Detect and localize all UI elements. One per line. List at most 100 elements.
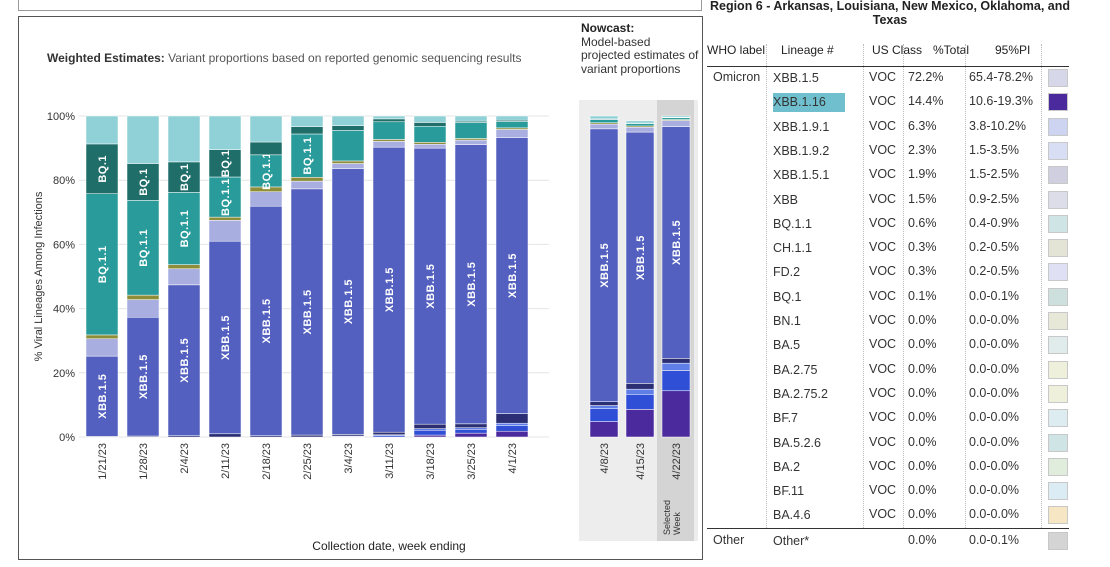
bar-segment-other bbox=[167, 115, 201, 163]
lineage-name[interactable]: XBB.1.5 bbox=[773, 71, 819, 85]
col-header-lineage[interactable]: Lineage # bbox=[781, 43, 834, 57]
bar-segment-xbb-1-5-1 bbox=[126, 299, 160, 318]
bar-segment-ch-1-1 bbox=[331, 160, 365, 164]
lineage-name[interactable]: XBB.1.16 bbox=[773, 93, 845, 113]
lineage-name[interactable]: BN.1 bbox=[773, 314, 801, 328]
lineage-name[interactable]: BF.7 bbox=[773, 411, 799, 426]
bar-segment-xbb-1-9-1 bbox=[625, 394, 655, 410]
bar-segment-bq-1-1 bbox=[126, 200, 160, 296]
bar-segment-xbb bbox=[413, 423, 447, 429]
lineage-name[interactable]: XBB.1.9.1 bbox=[773, 119, 830, 134]
bar-segment-ch-1-1 bbox=[85, 334, 119, 340]
lineage-name[interactable]: BA.4.6 bbox=[773, 508, 811, 523]
lineage-color-swatch bbox=[1048, 239, 1068, 258]
lineage-name[interactable]: XBB bbox=[773, 192, 799, 207]
bar-segment-bq-1 bbox=[372, 118, 406, 123]
table-row[interactable]: BF.11 VOC 0.0% 0.0-0.0% bbox=[703, 479, 1110, 503]
lineage-name[interactable]: BA.2.75 bbox=[773, 362, 818, 377]
bar-data-label: BQ.1.1 bbox=[220, 178, 232, 216]
table-row-other[interactable]: Other Other* 0.0% 0.0-0.1% bbox=[703, 529, 1110, 553]
table-row[interactable]: Omicron XBB.1.5 VOC 72.2% 65.4-78.2% bbox=[703, 66, 1110, 90]
stacked-bar-chart: 0% 20% 40% 60% 80% 100% % Viral Lineages Among… bbox=[33, 100, 698, 541]
col-header-who[interactable]: WHO label bbox=[707, 43, 766, 57]
percent-total: 0.3% bbox=[908, 240, 937, 255]
bar-segment-bq-1-1 bbox=[413, 126, 447, 143]
percent-total: 0.3% bbox=[908, 264, 937, 279]
lineage-name[interactable]: CH.1.1 bbox=[773, 241, 812, 256]
prediction-interval: 0.9-2.5% bbox=[969, 191, 1020, 206]
prediction-interval: 0.4-0.9% bbox=[969, 215, 1020, 230]
bar-segment-xbb bbox=[495, 413, 529, 424]
table-row[interactable]: BA.2 VOC 0.0% 0.0-0.0% bbox=[703, 455, 1110, 479]
lineage-name[interactable]: XBB.1.9.2 bbox=[773, 143, 830, 158]
bar-data-label: XBB.1.5 bbox=[507, 253, 519, 298]
bar-segment-xbb-1-5-1 bbox=[625, 126, 655, 133]
bar-segment-xbb-1-5 bbox=[454, 144, 488, 425]
table-row[interactable]: BA.5 VOC 0.0% 0.0-0.0% bbox=[703, 333, 1110, 357]
table-row[interactable]: CH.1.1 VOC 0.3% 0.2-0.5% bbox=[703, 236, 1110, 260]
lineage-name[interactable]: BQ.1 bbox=[773, 289, 802, 304]
table-row[interactable]: XBB.1.9.2 VOC 2.3% 1.5-3.5% bbox=[703, 139, 1110, 163]
col-header-class[interactable]: US Class bbox=[872, 43, 923, 57]
lineage-name[interactable]: BA.5 bbox=[773, 338, 801, 353]
table-row[interactable]: BF.7 VOC 0.0% 0.0-0.0% bbox=[703, 406, 1110, 430]
col-header-total[interactable]: %Total bbox=[933, 43, 970, 57]
table-row[interactable]: BQ.1.1 VOC 0.6% 0.4-0.9% bbox=[703, 212, 1110, 236]
chart-subtitle: Variant proportions based on reported ge… bbox=[168, 51, 522, 65]
bar-segment-ch-1-1 bbox=[413, 142, 447, 145]
lineage-color-swatch bbox=[1048, 336, 1068, 355]
bar-segment-xbb-1-5 bbox=[249, 205, 283, 436]
x-tick-label: 4/8/23 bbox=[599, 443, 611, 474]
bar-segment-bq-1-1 bbox=[372, 121, 406, 140]
selected-week-label: Week bbox=[672, 512, 682, 535]
lineage-name[interactable]: FD.2 bbox=[773, 265, 801, 280]
bar-data-label: XBB.1.5 bbox=[220, 315, 232, 360]
bar-data-label: XBB.1.5 bbox=[599, 243, 611, 288]
table-row[interactable]: BA.4.6 VOC 0.0% 0.0-0.0% bbox=[703, 503, 1110, 527]
col-header-pi[interactable]: 95%PI bbox=[995, 43, 1031, 57]
lineage-name[interactable]: BA.5.2.6 bbox=[773, 435, 821, 450]
percent-total: 0.0% bbox=[908, 385, 937, 400]
bar-segment-xbb-1-5-1 bbox=[290, 180, 324, 190]
table-row[interactable]: FD.2 VOC 0.3% 0.2-0.5% bbox=[703, 260, 1110, 284]
table-row[interactable]: XBB.1.16 VOC 14.4% 10.6-19.3% bbox=[703, 90, 1110, 114]
lineage-name[interactable]: Other* bbox=[773, 534, 810, 548]
percent-total: 1.9% bbox=[908, 167, 937, 182]
prediction-interval: 0.0-0.0% bbox=[969, 434, 1020, 449]
bar-segment-xbb-1-9-1 bbox=[495, 425, 529, 432]
bar-segment-other bbox=[661, 115, 691, 118]
lineage-name[interactable]: BA.2.75.2 bbox=[773, 386, 828, 401]
lineage-name[interactable]: BQ.1.1 bbox=[773, 216, 812, 231]
bar-segment-xbb-1-5 bbox=[331, 168, 365, 435]
header-divider bbox=[707, 66, 1069, 67]
lineage-name[interactable]: BA.2 bbox=[773, 459, 801, 474]
table-row[interactable]: XBB.1.9.1 VOC 6.3% 3.8-10.2% bbox=[703, 115, 1110, 139]
lineage-name[interactable]: BF.11 bbox=[773, 484, 805, 499]
bar-segment-xbb-1-5-1 bbox=[495, 129, 529, 138]
percent-total: 0.0% bbox=[908, 410, 937, 425]
table-row[interactable]: XBB.1.5.1 VOC 1.9% 1.5-2.5% bbox=[703, 163, 1110, 187]
us-class: VOC bbox=[869, 70, 897, 84]
us-class: VOC bbox=[869, 240, 897, 255]
other-divider bbox=[707, 528, 1069, 529]
table-row[interactable]: BA.5.2.6 VOC 0.0% 0.0-0.0% bbox=[703, 431, 1110, 455]
bar-segment-xbb-1-16 bbox=[454, 432, 488, 438]
y-tick-label: 100% bbox=[47, 111, 75, 123]
bar-segment-other bbox=[625, 120, 655, 124]
table-row[interactable]: XBB VOC 1.5% 0.9-2.5% bbox=[703, 188, 1110, 212]
column-separator bbox=[1041, 44, 1042, 528]
percent-total: 14.4% bbox=[908, 94, 944, 109]
table-row[interactable]: BA.2.75.2 VOC 0.0% 0.0-0.0% bbox=[703, 382, 1110, 406]
column-separator bbox=[903, 44, 904, 528]
lineage-name[interactable]: XBB.1.5.1 bbox=[773, 168, 830, 183]
table-row[interactable]: BQ.1 VOC 0.1% 0.0-0.1% bbox=[703, 285, 1110, 309]
lineage-color-swatch bbox=[1048, 457, 1068, 476]
prediction-interval: 3.8-10.2% bbox=[969, 118, 1026, 133]
bar-segment-other bbox=[331, 115, 365, 126]
bar-data-label: BQ.1.1 bbox=[302, 137, 314, 175]
table-row[interactable]: BA.2.75 VOC 0.0% 0.0-0.0% bbox=[703, 358, 1110, 382]
bar-segment-xbb bbox=[625, 383, 655, 390]
x-axis-label: Collection date, week ending bbox=[312, 539, 466, 553]
lineage-color-swatch bbox=[1048, 214, 1068, 233]
table-row[interactable]: BN.1 VOC 0.0% 0.0-0.0% bbox=[703, 309, 1110, 333]
